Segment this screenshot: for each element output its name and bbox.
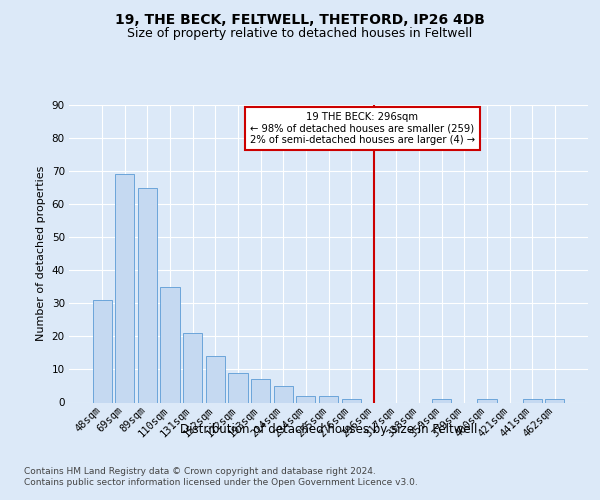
Bar [206,356,225,403]
Bar [319,396,338,402]
Bar [229,373,248,402]
Y-axis label: Number of detached properties: Number of detached properties [36,166,46,342]
Bar [296,396,316,402]
Bar [432,399,451,402]
Text: Size of property relative to detached houses in Feltwell: Size of property relative to detached ho… [127,28,473,40]
Text: 19 THE BECK: 296sqm
← 98% of detached houses are smaller (259)
2% of semi-detach: 19 THE BECK: 296sqm ← 98% of detached ho… [250,112,475,145]
Text: Contains HM Land Registry data © Crown copyright and database right 2024.
Contai: Contains HM Land Registry data © Crown c… [24,468,418,487]
Bar [545,399,565,402]
Bar [183,333,202,402]
Bar [251,380,270,402]
Bar [523,399,542,402]
Text: Distribution of detached houses by size in Feltwell: Distribution of detached houses by size … [180,422,478,436]
Bar [341,399,361,402]
Bar [115,174,134,402]
Bar [477,399,497,402]
Bar [274,386,293,402]
Bar [160,287,180,403]
Text: 19, THE BECK, FELTWELL, THETFORD, IP26 4DB: 19, THE BECK, FELTWELL, THETFORD, IP26 4… [115,12,485,26]
Bar [92,300,112,402]
Bar [138,188,157,402]
